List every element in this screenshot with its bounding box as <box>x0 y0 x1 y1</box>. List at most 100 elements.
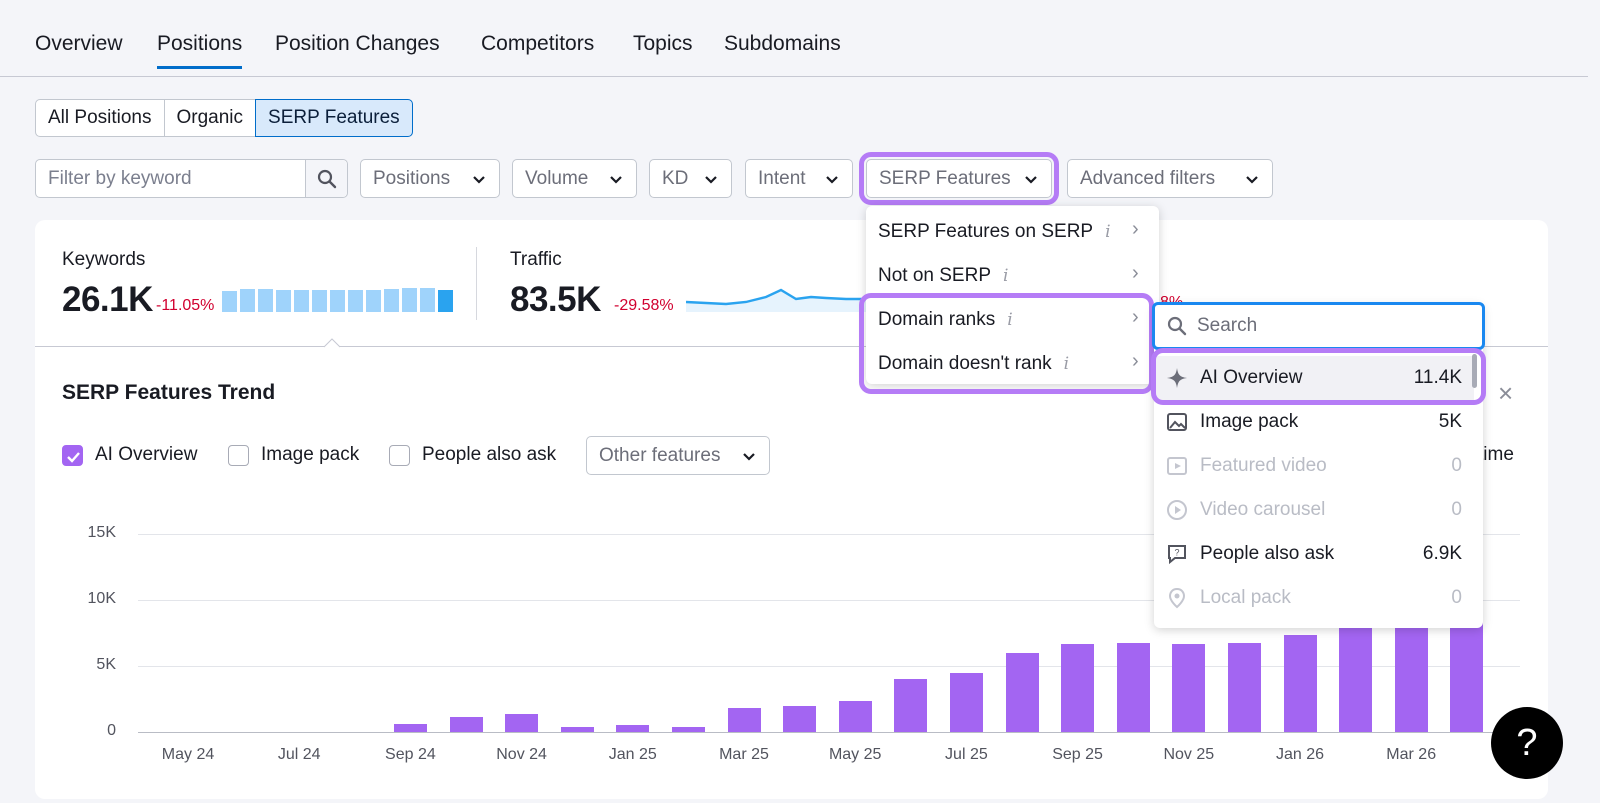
keywords-spark-bar <box>222 291 237 312</box>
serp-features-dropdown[interactable]: SERP Features <box>866 159 1052 198</box>
feature-local-pack-label: Local pack <box>1200 587 1291 608</box>
info-icon: i <box>1007 310 1013 330</box>
positions-dropdown-label: Positions <box>373 167 451 189</box>
feature-ai-overview-label: AI Overview <box>1200 367 1303 388</box>
feature-image-pack-count: 5K <box>1438 411 1462 432</box>
feature-image-pack[interactable]: Image pack 5K <box>1154 400 1474 444</box>
menu-item-not-on-serp-label: Not on SERP <box>878 265 991 286</box>
search-button[interactable] <box>305 160 347 197</box>
menu-item-on-serp-label: SERP Features on SERP <box>878 221 1094 242</box>
feature-image-pack-label: Image pack <box>1200 411 1299 432</box>
keywords-spark-bar <box>402 288 417 312</box>
other-features-dropdown[interactable]: Other features <box>586 436 770 475</box>
chevron-down-icon <box>826 175 838 184</box>
keywords-label: Keywords <box>62 249 146 270</box>
info-icon: i <box>1063 354 1070 374</box>
serp-features-dropdown-label: SERP Features <box>879 167 1011 189</box>
keywords-spark-bar <box>312 290 327 312</box>
tab-topics[interactable]: Topics <box>633 32 693 55</box>
feature-ai-overview-count: 11.4K <box>1413 367 1462 388</box>
advanced-filters-dropdown[interactable]: Advanced filters <box>1067 159 1273 198</box>
checkbox-icon <box>228 444 249 466</box>
image-icon <box>1167 413 1187 431</box>
feature-video-carousel-count: 0 <box>1451 499 1462 520</box>
keywords-spark-bar <box>294 290 309 312</box>
feature-featured-video[interactable]: Featured video 0 <box>1154 444 1474 488</box>
checkbox-icon <box>389 444 410 466</box>
menu-item-domain-ranks[interactable]: Domain ranks i <box>878 309 1013 331</box>
keywords-spark-bar <box>384 289 399 312</box>
intent-dropdown[interactable]: Intent <box>745 159 853 198</box>
traffic-value: 83.5K <box>510 280 601 319</box>
advanced-filters-label: Advanced filters <box>1080 167 1216 189</box>
tab-positions[interactable]: Positions <box>157 32 243 69</box>
feature-featured-video-label: Featured video <box>1200 455 1327 476</box>
feature-video-carousel-label: Video carousel <box>1200 499 1326 520</box>
keywords-spark-bar <box>366 290 381 312</box>
feature-featured-video-count: 0 <box>1451 455 1462 476</box>
check-ai-overview[interactable]: AI Overview <box>62 444 197 466</box>
chevron-down-icon <box>705 175 717 184</box>
submenu-search-input[interactable] <box>1197 315 1447 337</box>
segment-serp-features[interactable]: SERP Features <box>255 99 413 137</box>
volume-dropdown-label: Volume <box>525 167 589 189</box>
chevron-right-icon: › <box>1132 306 1139 328</box>
tab-overview[interactable]: Overview <box>35 32 123 55</box>
menu-item-domain-ranks-label: Domain ranks <box>878 309 996 330</box>
submenu-scrollbar[interactable] <box>1472 354 1477 388</box>
traffic-delta: -29.58% <box>614 297 674 314</box>
keywords-spark-bar <box>258 289 273 312</box>
card-separator <box>35 346 1548 347</box>
check-image-pack-label: Image pack <box>261 444 360 465</box>
chevron-down-icon <box>743 452 755 461</box>
kd-dropdown[interactable]: KD <box>649 159 732 198</box>
info-icon: i <box>1105 222 1111 242</box>
position-type-segment: All Positions Organic SERP Features <box>35 99 413 137</box>
video-icon <box>1167 457 1187 475</box>
check-ai-overview-label: AI Overview <box>95 444 198 465</box>
serp-feature-submenu: AI Overview 11.4K Image pack 5K Featured… <box>1152 302 1485 628</box>
menu-item-on-serp[interactable]: SERP Features on SERP i <box>878 221 1111 243</box>
keyword-filter-input[interactable] <box>36 160 305 197</box>
menu-item-not-on-serp[interactable]: Not on SERP i <box>878 265 1008 287</box>
report-tabs: Overview Positions Position Changes Comp… <box>0 0 1588 77</box>
keywords-value: 26.1K <box>62 280 153 319</box>
partial-time-label: time <box>1478 444 1514 465</box>
checkbox-checked-icon <box>62 444 83 466</box>
check-people-also-ask[interactable]: People also ask <box>389 444 556 466</box>
submenu-search <box>1152 302 1485 350</box>
question-icon: ? <box>1168 545 1186 565</box>
serp-features-menu: SERP Features on SERP i › Not on SERP i … <box>866 206 1159 384</box>
chevron-right-icon: › <box>1132 262 1139 284</box>
traffic-sparkline <box>686 288 876 312</box>
selected-stat-pointer <box>324 338 340 348</box>
close-icon[interactable]: × <box>1498 378 1514 408</box>
keywords-spark-bar <box>420 288 435 312</box>
segment-all-positions[interactable]: All Positions <box>35 99 165 137</box>
help-button[interactable]: ? <box>1491 707 1563 779</box>
chevron-down-icon <box>1025 175 1037 184</box>
chevron-right-icon: › <box>1132 218 1139 240</box>
keywords-spark-bar <box>438 290 453 312</box>
play-circle-icon <box>1167 500 1187 520</box>
chevron-down-icon <box>473 175 485 184</box>
volume-dropdown[interactable]: Volume <box>512 159 637 198</box>
feature-ai-overview[interactable]: AI Overview 11.4K <box>1154 356 1474 400</box>
menu-item-domain-doesnt-rank[interactable]: Domain doesn't rank i <box>878 353 1069 375</box>
svg-text:?: ? <box>1174 548 1179 558</box>
feature-local-pack[interactable]: Local pack 0 <box>1154 576 1474 620</box>
tab-subdomains[interactable]: Subdomains <box>724 32 841 55</box>
menu-item-domain-doesnt-rank-label: Domain doesn't rank <box>878 353 1052 374</box>
feature-people-also-ask[interactable]: ? People also ask 6.9K <box>1154 532 1474 576</box>
traffic-label: Traffic <box>510 249 562 270</box>
tab-position-changes[interactable]: Position Changes <box>275 32 440 55</box>
check-image-pack[interactable]: Image pack <box>228 444 359 466</box>
keywords-spark-bar <box>330 290 345 312</box>
info-icon: i <box>1003 266 1009 286</box>
feature-video-carousel[interactable]: Video carousel 0 <box>1154 488 1474 532</box>
positions-dropdown[interactable]: Positions <box>360 159 500 198</box>
segment-organic[interactable]: Organic <box>163 99 257 137</box>
feature-people-also-ask-label: People also ask <box>1200 543 1335 564</box>
tab-competitors[interactable]: Competitors <box>481 32 595 55</box>
feature-local-pack-count: 0 <box>1451 587 1462 608</box>
